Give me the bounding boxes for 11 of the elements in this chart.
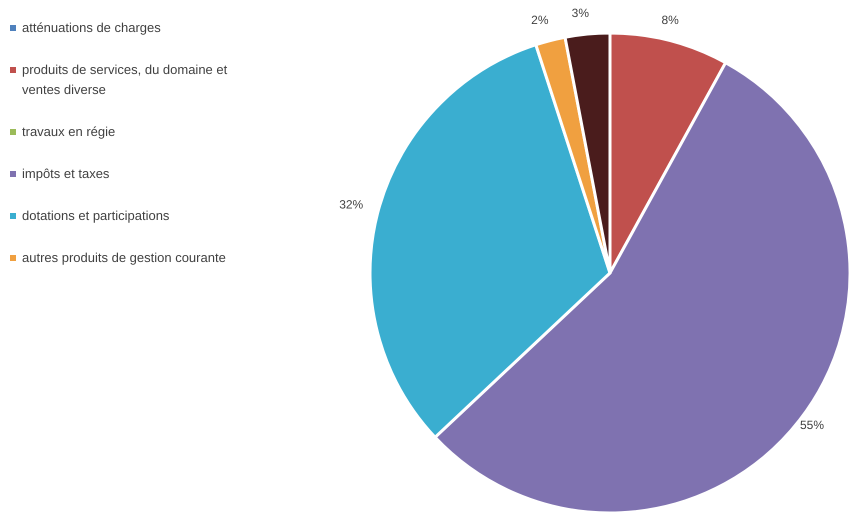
legend-label: impôts et taxes bbox=[22, 165, 110, 183]
data-label: 8% bbox=[661, 13, 680, 28]
legend-label: dotations et participations bbox=[22, 207, 170, 225]
data-label: 55% bbox=[800, 418, 824, 432]
data-label: 32% bbox=[339, 197, 364, 212]
legend-label: produits de services, du domaine et ventes diverse bbox=[22, 61, 228, 99]
data-label: 3% bbox=[572, 6, 590, 20]
legend-label: travaux en régie bbox=[22, 123, 116, 141]
legend-label: autres produits de gestion courante bbox=[22, 249, 226, 267]
legend-label: atténuations de charges bbox=[22, 19, 161, 37]
data-label: 2% bbox=[531, 13, 549, 28]
